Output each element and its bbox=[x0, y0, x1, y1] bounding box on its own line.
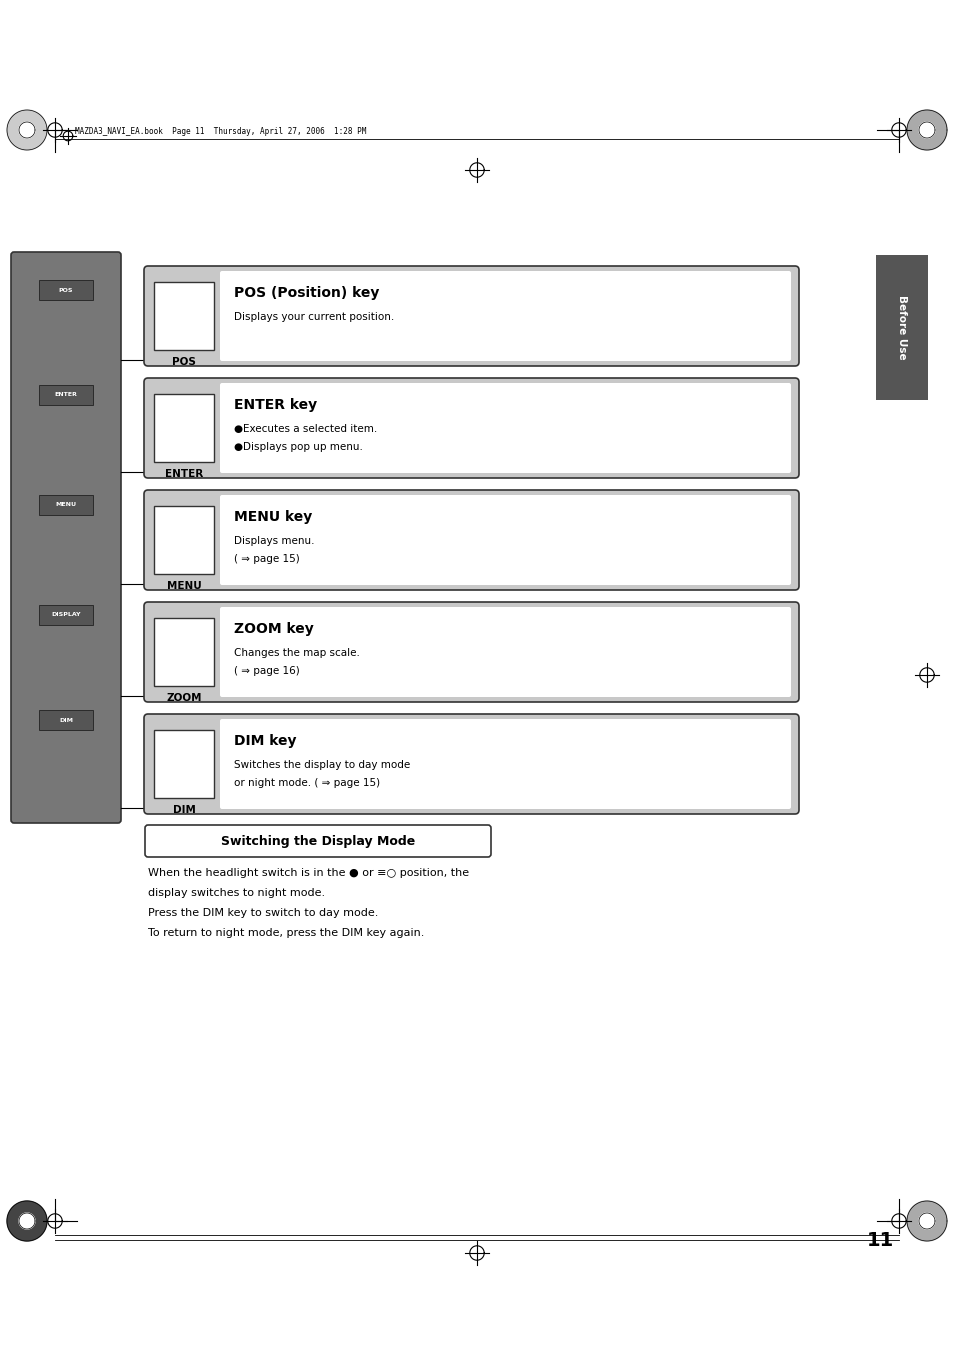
Polygon shape bbox=[918, 1213, 934, 1229]
FancyBboxPatch shape bbox=[220, 719, 790, 809]
Text: ENTER key: ENTER key bbox=[233, 399, 316, 412]
Text: DISPLAY: DISPLAY bbox=[51, 612, 81, 617]
Text: POS (Position) key: POS (Position) key bbox=[233, 286, 379, 300]
FancyBboxPatch shape bbox=[220, 494, 790, 585]
FancyBboxPatch shape bbox=[220, 272, 790, 361]
FancyBboxPatch shape bbox=[153, 617, 213, 686]
Text: display switches to night mode.: display switches to night mode. bbox=[148, 888, 325, 898]
Text: To return to night mode, press the DIM key again.: To return to night mode, press the DIM k… bbox=[148, 928, 424, 938]
Text: MENU key: MENU key bbox=[233, 509, 312, 524]
FancyBboxPatch shape bbox=[153, 730, 213, 798]
FancyBboxPatch shape bbox=[39, 280, 92, 300]
Text: ENTER: ENTER bbox=[165, 469, 203, 480]
Text: ●Displays pop up menu.: ●Displays pop up menu. bbox=[233, 442, 362, 453]
Text: Press the DIM key to switch to day mode.: Press the DIM key to switch to day mode. bbox=[148, 908, 378, 917]
FancyBboxPatch shape bbox=[144, 378, 799, 478]
Polygon shape bbox=[7, 1201, 47, 1242]
FancyBboxPatch shape bbox=[144, 490, 799, 590]
Text: POS: POS bbox=[59, 288, 73, 293]
Polygon shape bbox=[7, 109, 47, 150]
FancyBboxPatch shape bbox=[144, 603, 799, 703]
Polygon shape bbox=[906, 109, 946, 150]
FancyBboxPatch shape bbox=[153, 507, 213, 574]
Polygon shape bbox=[918, 122, 934, 138]
FancyBboxPatch shape bbox=[220, 607, 790, 697]
FancyBboxPatch shape bbox=[220, 382, 790, 473]
Text: DIM: DIM bbox=[59, 717, 73, 723]
FancyBboxPatch shape bbox=[39, 711, 92, 730]
FancyBboxPatch shape bbox=[39, 385, 92, 405]
Text: DIM key: DIM key bbox=[233, 734, 296, 748]
Text: MENU: MENU bbox=[167, 581, 201, 590]
Polygon shape bbox=[19, 122, 35, 138]
FancyBboxPatch shape bbox=[153, 394, 213, 462]
FancyBboxPatch shape bbox=[39, 494, 92, 515]
FancyBboxPatch shape bbox=[875, 255, 927, 400]
Text: Displays your current position.: Displays your current position. bbox=[233, 312, 394, 322]
Text: DIM: DIM bbox=[172, 805, 195, 815]
Text: ( ⇒ page 16): ( ⇒ page 16) bbox=[233, 666, 299, 676]
Text: MENU: MENU bbox=[55, 503, 76, 508]
Text: Switches the display to day mode: Switches the display to day mode bbox=[233, 761, 410, 770]
FancyBboxPatch shape bbox=[11, 253, 121, 823]
FancyBboxPatch shape bbox=[39, 605, 92, 626]
FancyBboxPatch shape bbox=[144, 713, 799, 815]
Text: 11: 11 bbox=[865, 1231, 893, 1250]
Text: Switching the Display Mode: Switching the Display Mode bbox=[221, 835, 415, 847]
Text: ZOOM key: ZOOM key bbox=[233, 621, 314, 636]
Text: Displays menu.: Displays menu. bbox=[233, 536, 314, 546]
FancyBboxPatch shape bbox=[145, 825, 491, 857]
FancyBboxPatch shape bbox=[144, 266, 799, 366]
Text: or night mode. ( ⇒ page 15): or night mode. ( ⇒ page 15) bbox=[233, 778, 379, 788]
Text: Before Use: Before Use bbox=[896, 295, 906, 359]
Text: ( ⇒ page 15): ( ⇒ page 15) bbox=[233, 554, 299, 563]
FancyBboxPatch shape bbox=[153, 282, 213, 350]
Text: Changes the map scale.: Changes the map scale. bbox=[233, 648, 359, 658]
Text: POS: POS bbox=[172, 357, 195, 367]
Text: MAZDA3_NAVI_EA.book  Page 11  Thursday, April 27, 2006  1:28 PM: MAZDA3_NAVI_EA.book Page 11 Thursday, Ap… bbox=[75, 127, 366, 136]
Polygon shape bbox=[19, 1213, 35, 1229]
Text: ZOOM: ZOOM bbox=[166, 693, 201, 703]
Text: ●Executes a selected item.: ●Executes a selected item. bbox=[233, 424, 376, 434]
Text: When the headlight switch is in the ● or ≡○ position, the: When the headlight switch is in the ● or… bbox=[148, 867, 469, 878]
Text: ENTER: ENTER bbox=[54, 393, 77, 397]
Polygon shape bbox=[906, 1201, 946, 1242]
